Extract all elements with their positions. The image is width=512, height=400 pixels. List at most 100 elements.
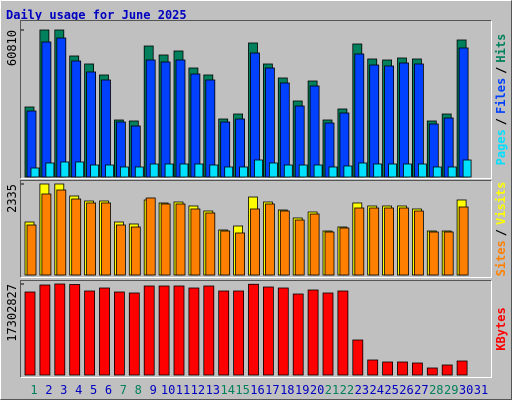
bar — [175, 59, 186, 178]
x-tick-label: 5 — [90, 383, 97, 397]
bar — [56, 37, 67, 178]
bar — [462, 159, 472, 178]
bar — [101, 79, 111, 178]
plot-bevel-light — [21, 181, 492, 278]
bar — [428, 231, 439, 276]
bar — [268, 162, 278, 178]
bar — [30, 167, 40, 178]
bar — [41, 41, 52, 178]
bar — [26, 224, 37, 276]
bar — [250, 208, 260, 276]
bar — [69, 284, 81, 376]
bar — [203, 285, 215, 376]
x-tick-label: 22 — [340, 383, 354, 397]
bar — [164, 163, 174, 178]
bar — [369, 207, 380, 276]
bar — [90, 164, 99, 178]
bar — [354, 207, 365, 276]
bar — [411, 362, 423, 376]
bar — [294, 219, 305, 276]
bar — [388, 163, 398, 178]
bar — [458, 206, 469, 276]
x-tick-label: 14 — [220, 383, 234, 397]
x-tick-label: 9 — [150, 383, 157, 397]
bar — [205, 212, 216, 276]
legend-separator: / — [494, 118, 508, 125]
bar — [322, 292, 334, 376]
x-tick-label: 2 — [45, 383, 52, 397]
bar — [71, 198, 82, 276]
bar — [120, 166, 129, 178]
bar — [339, 227, 350, 276]
bar — [143, 285, 155, 376]
legend-entry: Pages — [494, 129, 508, 165]
bar — [235, 232, 246, 276]
bar — [399, 207, 409, 276]
bar — [264, 67, 275, 178]
legend-entry: Visits — [494, 182, 508, 225]
bar — [458, 47, 469, 178]
bar — [86, 202, 96, 276]
bar — [369, 64, 380, 178]
bar — [218, 290, 230, 376]
x-tick-label: 12 — [191, 383, 205, 397]
bar — [239, 166, 249, 178]
bar — [292, 293, 304, 376]
bar — [309, 213, 320, 276]
bar — [194, 163, 204, 178]
bar — [441, 364, 453, 376]
bar — [86, 71, 96, 178]
bar — [179, 163, 189, 178]
bar — [417, 163, 427, 178]
x-tick-label: 20 — [310, 383, 324, 397]
legend: Sites / Visits — [494, 182, 508, 277]
bar — [413, 210, 424, 276]
x-tick-label: 7 — [120, 383, 127, 397]
bar — [128, 292, 140, 376]
bar — [71, 60, 82, 178]
bar — [250, 52, 260, 178]
bar — [160, 203, 171, 276]
bar — [39, 284, 51, 376]
bar — [262, 286, 274, 376]
x-tick-label: 31 — [474, 383, 488, 397]
x-tick-label: 6 — [105, 383, 112, 397]
bar — [105, 164, 114, 178]
x-tick-label: 4 — [75, 383, 82, 397]
bar — [373, 163, 383, 178]
bar — [309, 85, 320, 178]
bar — [279, 210, 290, 276]
x-tick-label: 29 — [444, 383, 458, 397]
bar — [248, 283, 259, 376]
bar — [134, 166, 144, 178]
bar — [145, 59, 156, 178]
bar — [443, 231, 454, 276]
bar — [56, 189, 67, 276]
bar — [101, 202, 111, 276]
bar — [456, 360, 468, 376]
bar — [99, 287, 110, 376]
plot-bevel-light — [21, 21, 492, 179]
bar — [54, 283, 66, 376]
x-tick-label: 21 — [325, 383, 339, 397]
x-tick-label: 26 — [399, 383, 413, 397]
bar — [130, 226, 141, 276]
bar — [209, 164, 219, 178]
legend-entry: KBytes — [494, 307, 508, 350]
bar — [413, 63, 424, 178]
bar — [158, 285, 170, 376]
bar — [24, 291, 36, 376]
bar — [399, 62, 409, 178]
bar — [447, 166, 457, 178]
x-tick-label: 28 — [429, 383, 443, 397]
bar — [220, 230, 231, 276]
bar — [205, 79, 216, 178]
y-tick-label: 2335 — [5, 184, 19, 213]
bar — [384, 65, 395, 178]
x-tick-label: 16 — [250, 383, 264, 397]
bar — [45, 162, 55, 178]
x-tick-label: 1 — [30, 383, 37, 397]
bar — [41, 193, 52, 276]
